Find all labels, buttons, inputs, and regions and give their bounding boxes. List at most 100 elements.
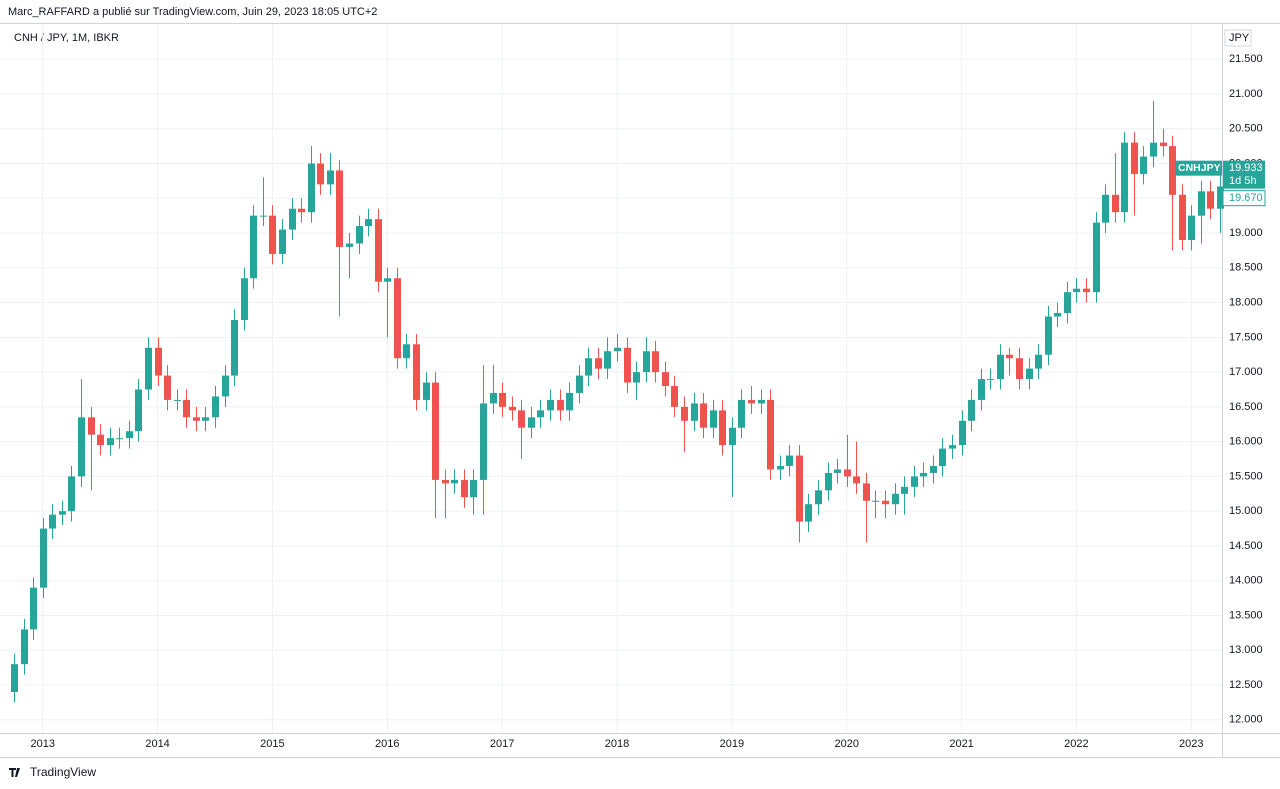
candle-body [394, 278, 401, 359]
candle-body [624, 347, 631, 383]
candle-body [1016, 358, 1023, 380]
candle-body [193, 417, 200, 421]
candle-body [1093, 222, 1100, 293]
header: Marc_RAFFARD a publié sur TradingView.co… [8, 6, 377, 18]
candle-body [786, 455, 793, 466]
candle-body [681, 406, 688, 421]
candle-body [930, 465, 937, 473]
x-tick-label: 2013 [30, 738, 54, 750]
candle-body [308, 163, 315, 213]
candle-body [356, 226, 363, 244]
candle-body [662, 372, 669, 387]
candle-body [557, 399, 564, 411]
candle-body [748, 399, 755, 404]
candle-body [834, 469, 841, 473]
candle-body [892, 493, 899, 505]
candle-body [1188, 215, 1195, 240]
candle-body [1064, 292, 1071, 314]
candle-body [528, 417, 535, 428]
candle-body [633, 372, 640, 383]
candle-body [691, 403, 698, 421]
candle-body [949, 445, 956, 449]
candle-body [1131, 142, 1138, 174]
candle-body [576, 375, 583, 393]
candle-body [758, 399, 765, 404]
x-tick-label: 2015 [260, 738, 284, 750]
candle-body [844, 469, 851, 477]
x-tick-label: 2017 [490, 738, 514, 750]
candle-body [212, 396, 219, 418]
candle-body [499, 392, 506, 407]
candle-body [346, 243, 353, 247]
y-tick-label: 20.500 [1229, 123, 1263, 135]
candle-body [738, 399, 745, 428]
y-tick-label: 21.000 [1229, 88, 1263, 100]
y-tick-label: 15.000 [1229, 505, 1263, 517]
candle-body [1217, 186, 1224, 209]
candle-body [1169, 146, 1176, 195]
candle-body [729, 427, 736, 446]
candle-body [183, 399, 190, 418]
y-tick-label: 12.000 [1229, 714, 1263, 726]
candle-body [1083, 288, 1090, 293]
price-tag-box [1222, 190, 1266, 207]
candle-body [863, 483, 870, 501]
candle-body [107, 438, 114, 446]
candle-body [317, 163, 324, 185]
price-tag-countdown: 1d 5h [1229, 175, 1257, 187]
candle-body [710, 410, 717, 428]
candle-body [470, 479, 477, 498]
candle-body [289, 208, 296, 230]
candle-body [1026, 368, 1033, 380]
candle-body [518, 410, 525, 428]
y-tick-label: 14.000 [1229, 575, 1263, 587]
candle-body [260, 215, 267, 217]
candle-body [1207, 191, 1214, 209]
footer: TradingView [30, 765, 96, 779]
candle-body [413, 344, 420, 400]
candle-body [135, 389, 142, 432]
symbol-tag-box [1175, 160, 1222, 176]
price-tag: 19.670 [1222, 190, 1266, 207]
candle-body [269, 215, 276, 254]
candle-body [1045, 316, 1052, 355]
price-tag-value: 19.933 [1229, 162, 1263, 174]
candle-body [1150, 142, 1157, 157]
candle-body [1140, 156, 1147, 174]
candle-body [97, 434, 104, 446]
candle-body [1102, 194, 1109, 223]
y-tick-label: 16.000 [1229, 436, 1263, 448]
candle-body [21, 629, 28, 665]
symbol-tag: CNHJPY [1178, 162, 1221, 174]
candle-body [604, 351, 611, 369]
unit-box [1224, 29, 1252, 47]
candle-body [872, 500, 879, 502]
candle-body [145, 347, 152, 390]
y-tick-label: 13.500 [1229, 609, 1263, 621]
candle-body [231, 319, 238, 376]
x-tick-label: 2019 [720, 738, 744, 750]
y-tick-label: 13.000 [1229, 644, 1263, 656]
candle-body [509, 406, 516, 411]
logo [9, 768, 20, 777]
candle-body [978, 379, 985, 400]
candle-body [336, 170, 343, 247]
candle-body [403, 344, 410, 359]
candle-body [222, 375, 229, 397]
candle-body [279, 229, 286, 254]
y-tick-label: 15.500 [1229, 470, 1263, 482]
candle-body [968, 399, 975, 421]
x-tick-label: 2022 [1064, 738, 1088, 750]
candle-body [901, 486, 908, 494]
candle-body [298, 208, 305, 213]
candle-body [11, 664, 18, 692]
candle-body [853, 476, 860, 484]
candle-body [987, 379, 994, 381]
candle-body [202, 417, 209, 421]
x-tick-label: 2018 [605, 738, 629, 750]
candle-body [777, 465, 784, 470]
y-tick-label: 17.000 [1229, 366, 1263, 378]
candle-body [566, 392, 573, 411]
